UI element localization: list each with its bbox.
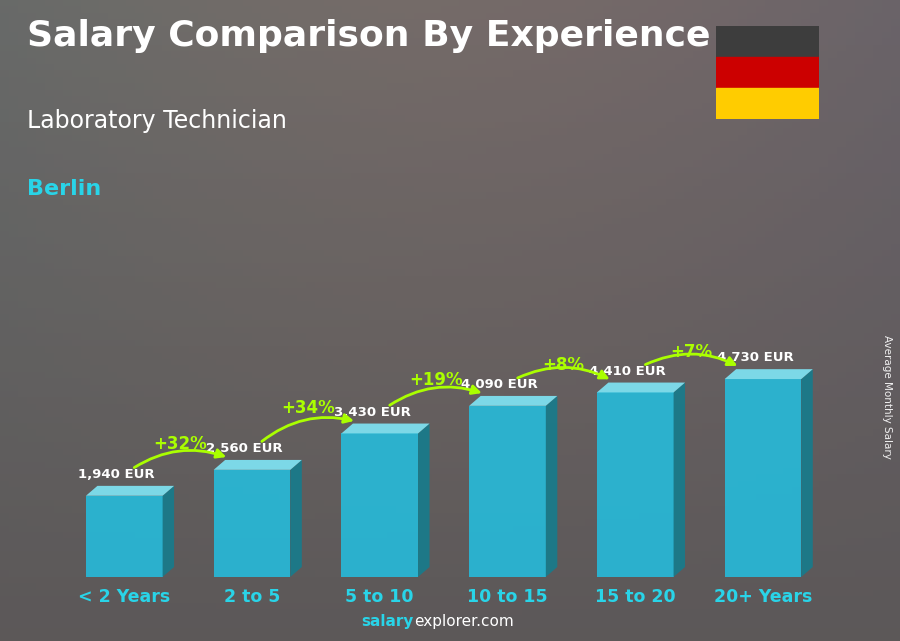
Text: Laboratory Technician: Laboratory Technician	[27, 109, 287, 133]
Text: 4,410 EUR: 4,410 EUR	[590, 365, 666, 378]
Text: 1,940 EUR: 1,940 EUR	[78, 468, 155, 481]
Text: 3,430 EUR: 3,430 EUR	[334, 406, 410, 419]
Polygon shape	[291, 460, 302, 577]
Text: +7%: +7%	[670, 343, 713, 361]
Polygon shape	[418, 424, 429, 577]
Text: +8%: +8%	[543, 356, 585, 374]
Polygon shape	[341, 433, 419, 577]
Text: +19%: +19%	[410, 371, 463, 389]
Polygon shape	[724, 379, 801, 577]
Text: +32%: +32%	[154, 435, 207, 453]
Bar	[716, 56, 819, 88]
Polygon shape	[597, 383, 685, 392]
Polygon shape	[597, 392, 673, 577]
Text: explorer.com: explorer.com	[414, 615, 514, 629]
Polygon shape	[341, 424, 429, 433]
Polygon shape	[163, 486, 174, 577]
Polygon shape	[213, 460, 302, 470]
Polygon shape	[545, 396, 557, 577]
Text: Average Monthly Salary: Average Monthly Salary	[881, 335, 892, 460]
Polygon shape	[724, 369, 813, 379]
Text: Berlin: Berlin	[27, 179, 101, 199]
Text: Salary Comparison By Experience: Salary Comparison By Experience	[27, 19, 710, 53]
Bar	[716, 88, 819, 119]
Text: 4,090 EUR: 4,090 EUR	[462, 378, 538, 391]
Text: salary: salary	[362, 615, 414, 629]
Polygon shape	[673, 383, 685, 577]
Polygon shape	[86, 495, 163, 577]
Polygon shape	[469, 396, 557, 406]
Polygon shape	[213, 470, 291, 577]
Polygon shape	[86, 486, 174, 495]
Polygon shape	[469, 406, 545, 577]
Bar	[716, 26, 819, 56]
Polygon shape	[801, 369, 813, 577]
Text: 4,730 EUR: 4,730 EUR	[717, 351, 794, 364]
Text: +34%: +34%	[282, 399, 335, 417]
Text: 2,560 EUR: 2,560 EUR	[206, 442, 283, 455]
